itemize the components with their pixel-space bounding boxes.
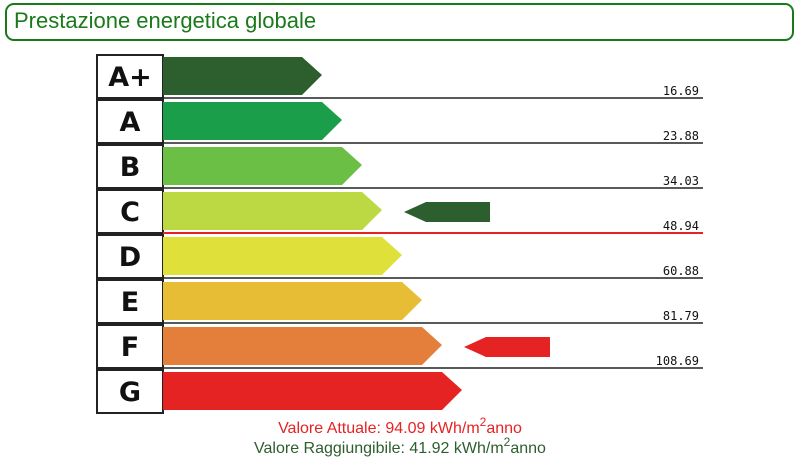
- threshold-label: 23.88: [663, 129, 699, 143]
- class-bar: [163, 192, 382, 230]
- class-box: [96, 324, 164, 369]
- current-tail: anno: [486, 420, 522, 437]
- threshold-label: 16.69: [663, 84, 699, 98]
- class-bar: [163, 237, 402, 275]
- current-sup: 2: [480, 415, 487, 429]
- class-label: C: [120, 197, 140, 228]
- current-value: Valore Attuale: 94.09 kWh/m2anno: [278, 415, 522, 437]
- threshold-label: 60.88: [663, 264, 699, 278]
- achievable-arrow: [404, 202, 490, 222]
- class-bar: [163, 57, 322, 95]
- class-box: [96, 144, 164, 189]
- chart-title: Prestazione energetica globale: [14, 8, 316, 33]
- achievable-tail: anno: [510, 440, 546, 457]
- class-bar: [163, 147, 362, 185]
- class-box: [96, 369, 164, 414]
- class-bar: [163, 102, 342, 140]
- class-bar: [163, 282, 422, 320]
- threshold-label: 48.94: [663, 219, 699, 233]
- class-box: [96, 54, 164, 99]
- current-text: Valore Attuale: 94.09 kWh/m: [278, 420, 480, 437]
- achievable-text: Valore Raggiungibile: 41.92 kWh/m: [254, 440, 504, 457]
- class-box: [96, 99, 164, 144]
- class-bar: [163, 327, 442, 365]
- current-arrow: [464, 337, 550, 357]
- class-label: D: [119, 242, 141, 273]
- class-label: E: [121, 287, 139, 318]
- title-box: [5, 3, 794, 41]
- class-label: A+: [108, 62, 152, 93]
- achievable-value: Valore Raggiungibile: 41.92 kWh/m2anno: [254, 435, 546, 457]
- class-bar: [163, 372, 462, 410]
- threshold-label: 34.03: [663, 174, 699, 188]
- threshold-label: 108.69: [656, 354, 699, 368]
- class-label: B: [120, 152, 141, 183]
- class-label: G: [119, 377, 141, 408]
- achievable-sup: 2: [504, 435, 511, 449]
- class-label: F: [121, 332, 139, 363]
- class-label: A: [120, 107, 141, 138]
- threshold-label: 81.79: [663, 309, 699, 323]
